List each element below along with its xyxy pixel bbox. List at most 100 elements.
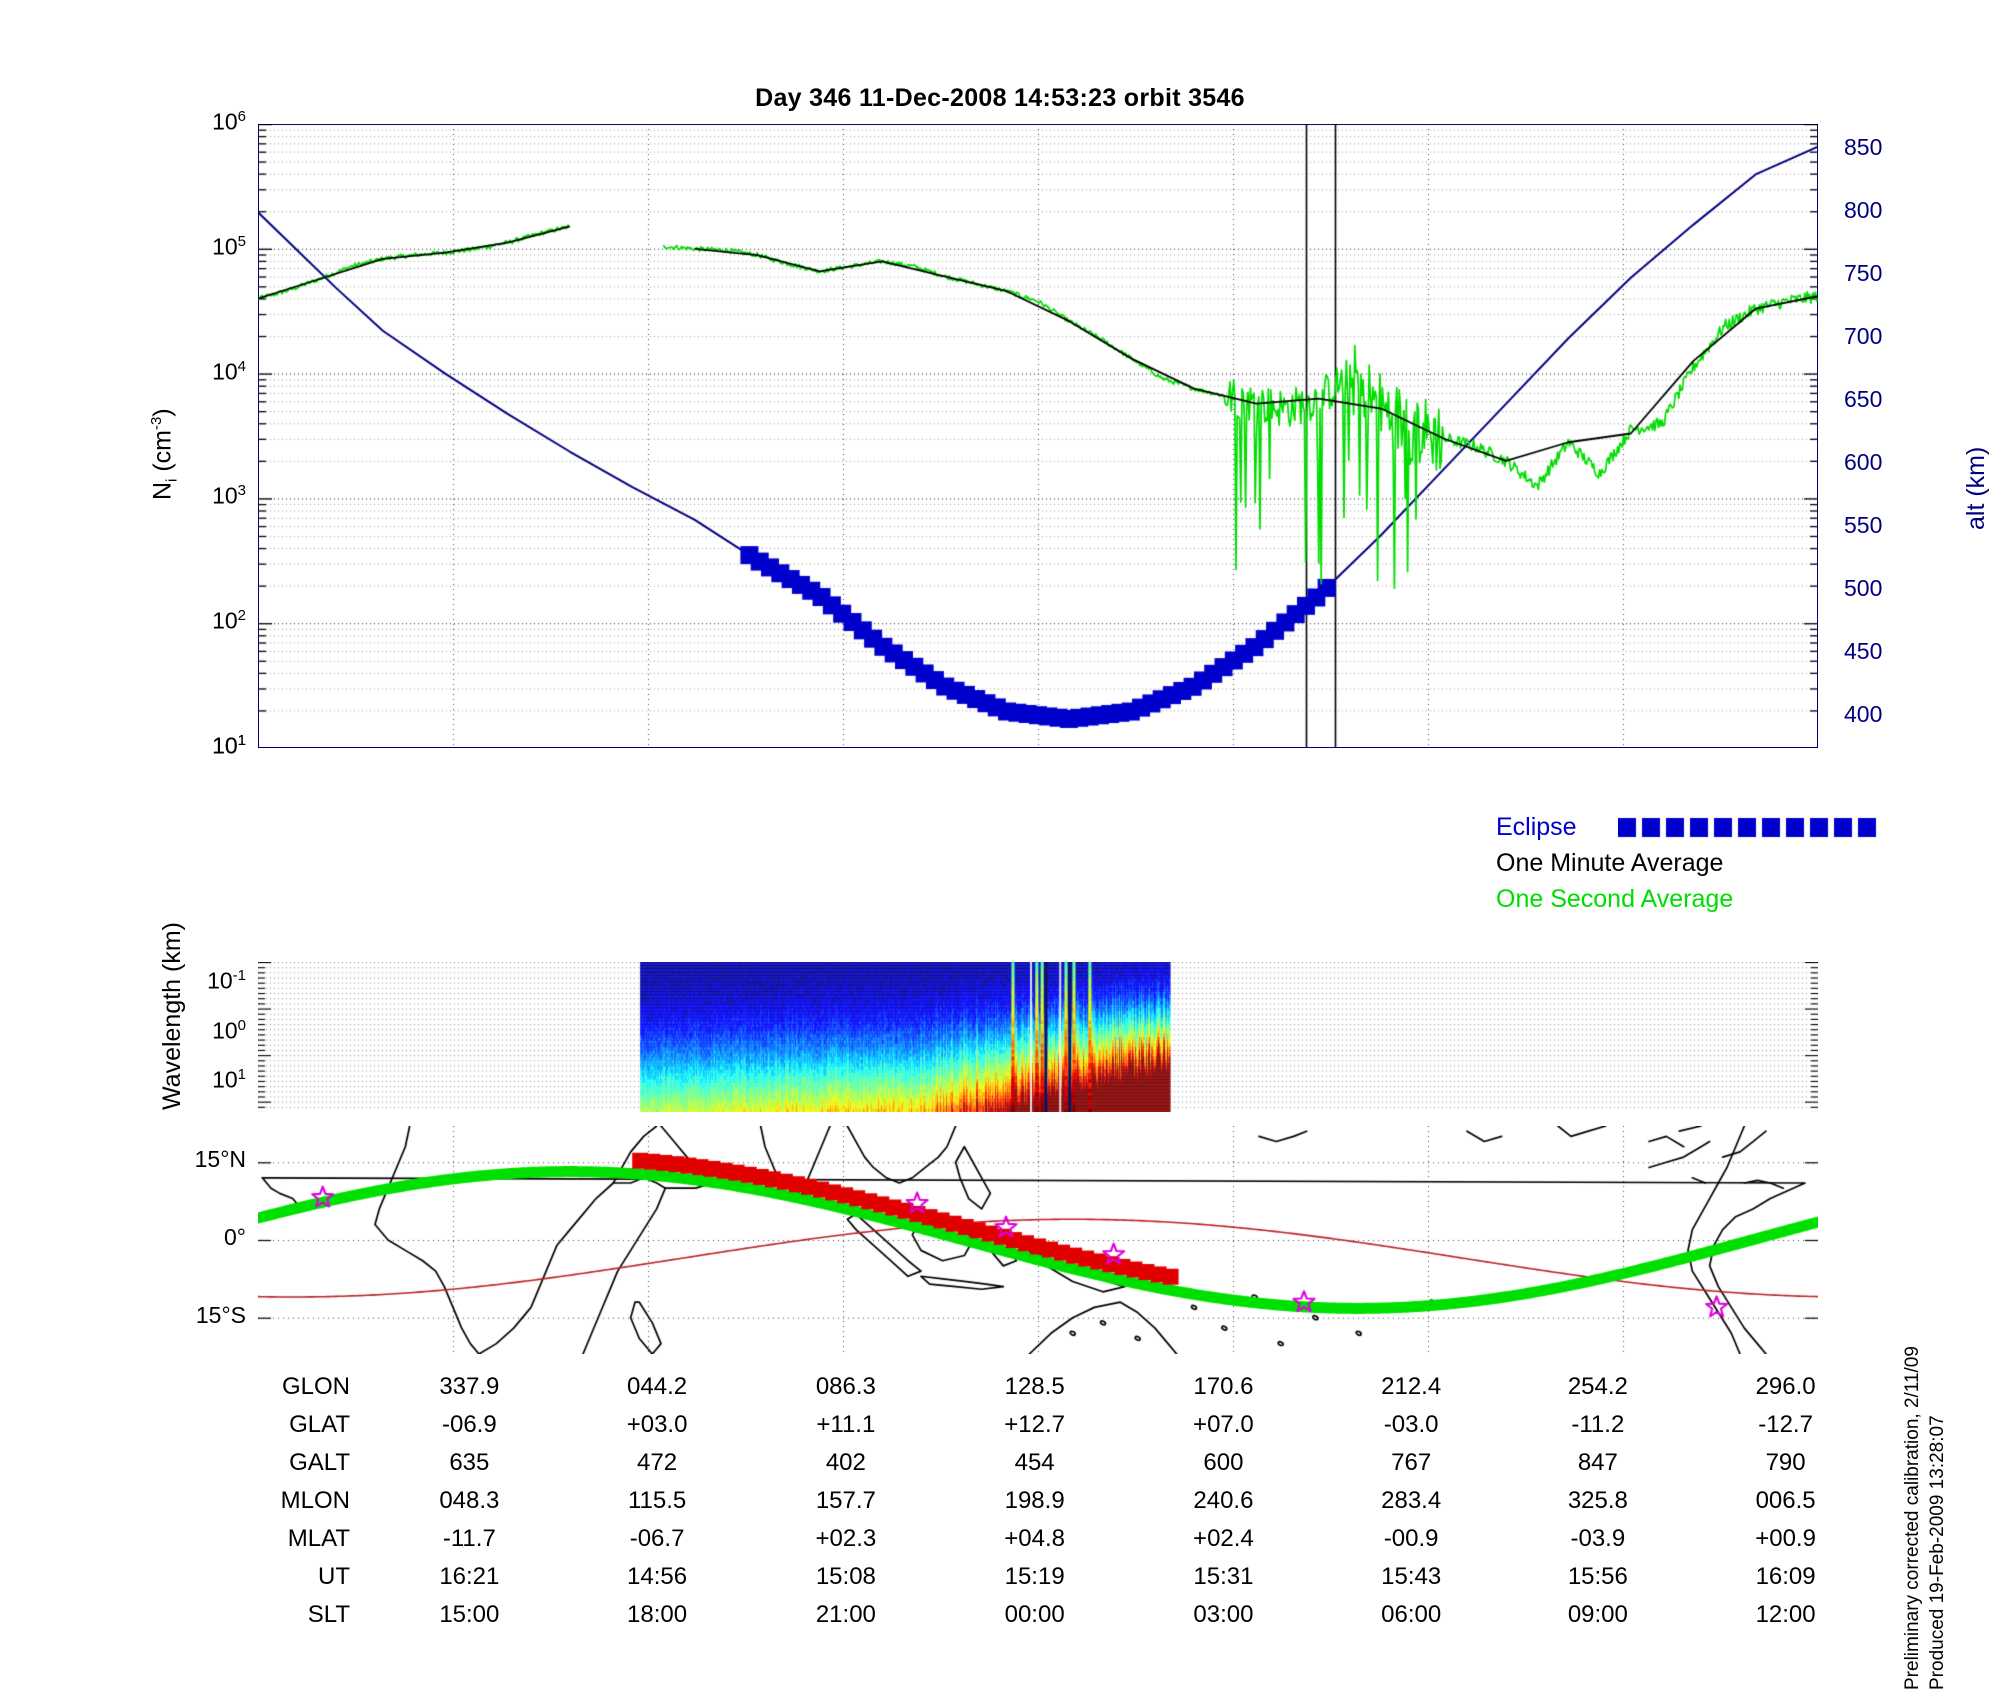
caption-line-1: Preliminary corrected calibration, 2/11/… (1902, 1346, 1923, 1690)
table-cell: 157.7 (815, 1487, 876, 1514)
table-cell: 09:00 (1567, 1601, 1628, 1628)
table-cell: 767 (1391, 1449, 1432, 1476)
altitude-y-tick: 600 (1844, 449, 1883, 476)
ground-track-map-canvas (258, 1126, 1818, 1354)
production-caption: Preliminary corrected calibration, 2/11/… (1900, 1270, 1950, 1690)
altitude-y-tick: 400 (1844, 701, 1883, 728)
table-cell: 15:56 (1567, 1563, 1628, 1590)
table-cell: +11.1 (816, 1411, 876, 1438)
altitude-y-tick: 850 (1844, 134, 1883, 161)
table-cell: +02.3 (815, 1525, 877, 1552)
table-cell: 254.2 (1567, 1373, 1628, 1400)
table-row: MLON 048.3 115.5 157.7 198.9 240.6 283.4 325.8 0… (180, 1482, 1880, 1520)
panel1-y-tick: 101 (212, 732, 246, 759)
table-row-header: MLAT (287, 1525, 350, 1552)
table-cell: 240.6 (1193, 1487, 1254, 1514)
table-cell: 212.4 (1381, 1373, 1442, 1400)
wavelength-axis-label: Wavelength (km) (158, 921, 186, 1110)
table-cell: -12.7 (1758, 1411, 1813, 1438)
table-cell: 12:00 (1755, 1601, 1816, 1628)
table-cell: 115.5 (627, 1487, 687, 1514)
table-cell: -00.9 (1383, 1525, 1439, 1552)
table-cell: +00.9 (1755, 1525, 1816, 1552)
table-cell: +04.8 (1004, 1525, 1065, 1552)
table-row-header: SLT (307, 1601, 350, 1628)
table-row-header: GLAT (289, 1411, 350, 1438)
table-cell: 15:31 (1193, 1563, 1254, 1590)
table-cell: -11.7 (442, 1525, 496, 1552)
ni-unit-exp: -3 (148, 416, 165, 430)
table-cell: 337.9 (439, 1373, 500, 1400)
panel1-y-tick: 106 (212, 108, 246, 135)
table-cell: -11.2 (1571, 1411, 1625, 1438)
table-cell: 03:00 (1193, 1601, 1254, 1628)
table-cell: 296.0 (1755, 1373, 1816, 1400)
altitude-y-tick: 750 (1844, 260, 1883, 287)
table-row-header: MLON (280, 1487, 350, 1514)
table-cell: 06:00 (1381, 1601, 1442, 1628)
table-cell: +03.0 (626, 1411, 688, 1438)
caption-line-2: Produced 19-Feb-2009 13:28:07 (1927, 1415, 1948, 1690)
table-cell: 454 (1014, 1449, 1055, 1476)
altitude-y-tick: 450 (1844, 638, 1883, 665)
table-cell: 472 (637, 1449, 678, 1476)
panel1-y-tick: 105 (212, 232, 246, 260)
panel1-y-tick: 104 (212, 357, 246, 385)
table-cell: +02.4 (1193, 1525, 1254, 1552)
panel2-y-tick: 10-1 (207, 967, 246, 994)
map-lat-tick: 0° (224, 1224, 246, 1250)
legend-one-second-label: One Second Average (1496, 885, 1734, 913)
table-cell: 14:56 (627, 1563, 688, 1590)
table-cell: 15:19 (1004, 1563, 1065, 1590)
legend-eclipse-label: Eclipse (1496, 813, 1577, 841)
ni-symbol: N (148, 481, 177, 500)
ephemeris-table: GLON 337.9 044.2 086.3 128.5 170.6 212.4 254.2 2… (180, 1368, 1880, 1634)
table-cell: 006.5 (1755, 1487, 1816, 1514)
panel2-y-tick: 100 (212, 1016, 246, 1044)
table-cell: 18:00 (627, 1601, 688, 1628)
altitude-y-tick: 650 (1844, 386, 1883, 413)
table-row: GLON 337.9 044.2 086.3 128.5 170.6 212.4 254.2 2… (180, 1368, 1880, 1406)
table-cell: 048.3 (439, 1487, 500, 1514)
table-row: GLAT -06.9 +03.0 +11.1 +12.7 +07.0 -03.0 -11.2 -… (180, 1406, 1880, 1444)
map-lat-tick: 15°N (194, 1146, 246, 1173)
table-row: UT 16:21 14:56 15:08 15:19 15:31 15:43 15:56 16:… (180, 1558, 1880, 1596)
altitude-y-tick: 800 (1844, 197, 1883, 224)
table-cell: 15:08 (815, 1563, 876, 1590)
table-cell: 15:43 (1381, 1563, 1442, 1590)
panel2-y-tick: 101 (212, 1066, 246, 1093)
ni-unit-close: ) (148, 408, 177, 417)
ni-subscript: i (163, 478, 181, 482)
table-row-header: GALT (289, 1449, 350, 1476)
table-cell: 170.6 (1193, 1373, 1254, 1400)
table-cell: 16:21 (439, 1563, 500, 1590)
altitude-y-tick: 550 (1844, 512, 1883, 539)
table-row: GALT 635 472 402 454 600 767 847 790 (180, 1444, 1880, 1482)
ephemeris-table-body: GLON 337.9 044.2 086.3 128.5 170.6 212.4 254.2 2… (180, 1368, 1880, 1634)
table-cell: 402 (825, 1449, 866, 1476)
table-row: SLT 15:00 18:00 21:00 00:00 03:00 06:00 09:00 12… (180, 1596, 1880, 1634)
ni-unit-open: (cm (148, 429, 177, 479)
panel1-y-tick-bottom: 101 (212, 732, 246, 759)
altitude-y-tick: 700 (1844, 323, 1883, 350)
table-cell: -03.9 (1570, 1525, 1626, 1552)
table-cell: 600 (1203, 1449, 1244, 1476)
altitude-axis-label: alt (km) (1962, 446, 1990, 530)
density-altitude-canvas (258, 124, 1818, 748)
legend-eclipse-swatch (1618, 817, 1888, 839)
table-cell: 15:00 (439, 1601, 500, 1628)
legend-one-minute-label: One Minute Average (1496, 849, 1724, 877)
table-row: MLAT -11.7 -06.7 +02.3 +04.8 +02.4 -00.9 -03.9 +… (180, 1520, 1880, 1558)
map-lat-tick: 15°S (195, 1301, 246, 1328)
table-cell: 847 (1577, 1449, 1618, 1476)
table-row-header: GLON (281, 1373, 350, 1400)
figure-title: Day 346 11-Dec-2008 14:53:23 orbit 3546 (755, 84, 1245, 112)
table-row-header: UT (318, 1563, 350, 1590)
panel1-y-axis-label: Ni (cm-3) (148, 408, 180, 500)
table-cell: +12.7 (1004, 1411, 1065, 1438)
table-cell: -06.9 (441, 1411, 497, 1438)
table-cell: 00:00 (1004, 1601, 1065, 1628)
table-cell: 128.5 (1004, 1373, 1065, 1400)
table-cell: 21:00 (815, 1601, 876, 1628)
